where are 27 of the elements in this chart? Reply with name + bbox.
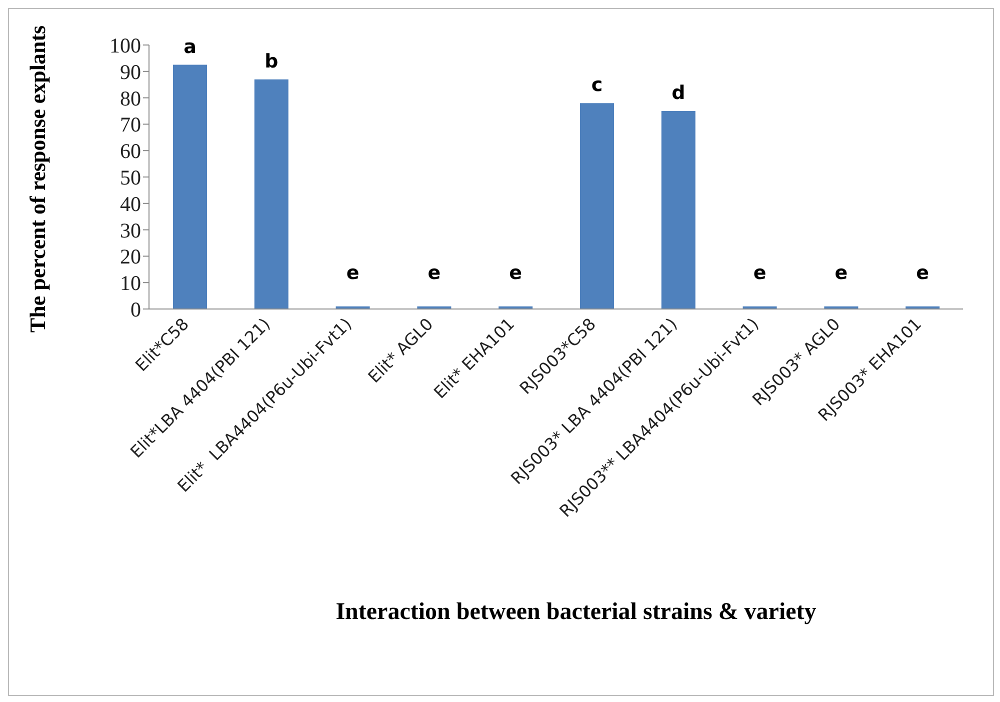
y-tick-label: 10: [120, 271, 141, 296]
y-tick-label: 100: [110, 33, 141, 58]
y-tick-label: 90: [120, 60, 141, 84]
y-tick-label: 20: [120, 244, 141, 269]
y-tick-label: 60: [120, 139, 141, 164]
y-tick-label: 0: [130, 297, 141, 322]
data-label: e: [753, 262, 766, 284]
bar: [580, 103, 614, 309]
bar: [661, 111, 696, 309]
bar: [254, 79, 288, 309]
x-axis-title: Interaction between bacterial strains & variety: [334, 599, 818, 626]
data-label: e: [428, 262, 441, 284]
bar: [173, 64, 207, 309]
y-tick-label: 50: [120, 165, 141, 190]
y-axis-title: The percent of response explants: [25, 25, 51, 333]
y-tick-label: 40: [120, 192, 141, 216]
y-tick-label: 80: [120, 86, 141, 110]
data-label: e: [834, 262, 848, 284]
data-label: c: [591, 74, 603, 96]
data-label: b: [264, 50, 278, 72]
data-label: d: [672, 82, 686, 104]
data-label: e: [346, 262, 360, 284]
data-label: e: [509, 262, 522, 284]
y-tick-label: 30: [120, 218, 141, 242]
data-label: e: [916, 262, 930, 284]
y-tick-label: 70: [120, 112, 141, 137]
data-label: a: [184, 36, 196, 58]
